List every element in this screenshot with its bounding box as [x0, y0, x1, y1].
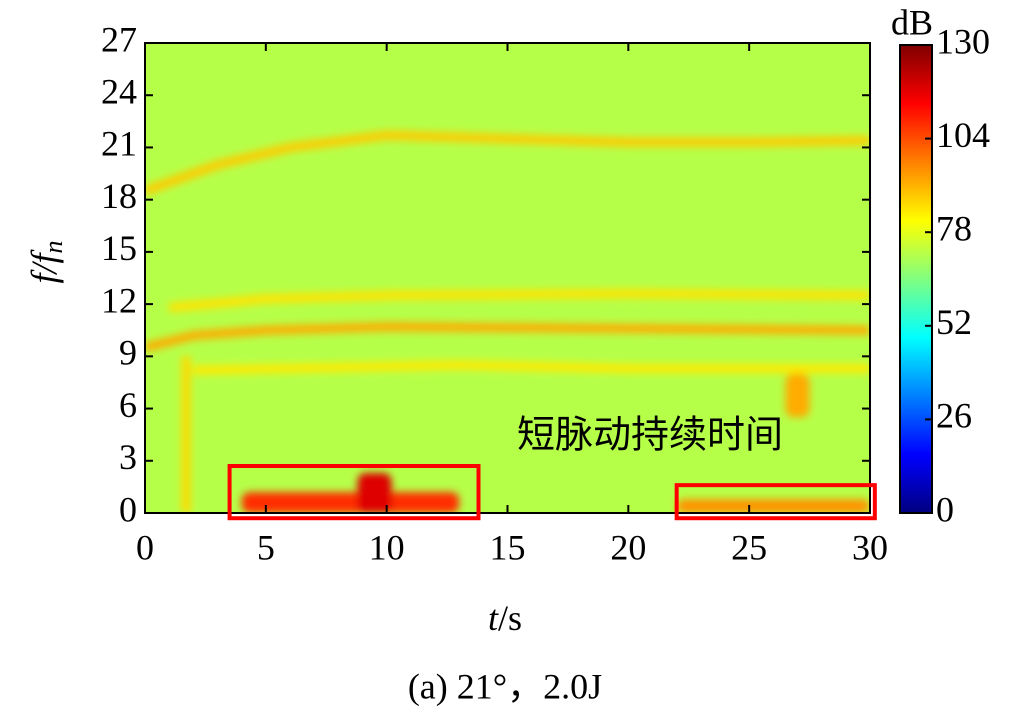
x-tick-label: 20 [610, 527, 646, 567]
colorbar-tick-label: 0 [936, 489, 954, 529]
annotation: 短脉动持续时间 [517, 413, 783, 457]
hotspot [357, 472, 392, 513]
colorbar-tick-label: 78 [936, 208, 972, 248]
spectral-features [145, 130, 870, 513]
ridge [168, 289, 870, 313]
x-label-unit: /s [498, 598, 522, 638]
y-tick-label: 18 [101, 176, 137, 216]
y-tick-label: 0 [119, 489, 137, 529]
x-tick-label: 30 [852, 527, 888, 567]
y-label-sub: n [39, 240, 68, 253]
x-tick-label: 15 [490, 527, 526, 567]
y-tick-label: 12 [101, 280, 137, 320]
highlight-box [227, 464, 481, 521]
caption: (a) 21°，2.0J [408, 666, 602, 706]
overlay: 0 5 10 15 20 25 30 0 3 6 9 12 15 18 21 24 27 0 26 52 78 104 13… [101, 19, 990, 567]
ridge [193, 360, 870, 375]
colorbar-tick-label: 104 [936, 115, 990, 155]
x-tick-label: 5 [257, 527, 275, 567]
x-tick-label: 25 [731, 527, 767, 567]
y-tick-label: 6 [119, 385, 137, 425]
colorbar-tick-label: 130 [936, 21, 990, 61]
y-tick-label: 3 [119, 437, 137, 477]
hotspot [241, 492, 460, 513]
y-axis-label: f/fn [24, 240, 68, 283]
ridge [145, 322, 870, 352]
background [145, 43, 870, 513]
y-tick-label: 24 [101, 71, 137, 111]
colorbar-tick-label: 26 [936, 396, 972, 436]
plot-area [145, 43, 870, 513]
y-tick-label: 15 [101, 228, 137, 268]
y-tick-label: 21 [101, 124, 137, 164]
hotspot [785, 373, 810, 418]
y-label-main: f/f [24, 249, 64, 284]
x-tick-label: 0 [136, 527, 154, 567]
x-tick-label: 10 [369, 527, 405, 567]
x-label-var: t [488, 598, 499, 638]
ridge [145, 130, 870, 196]
colorbar-title: dB [891, 2, 933, 42]
highlight-box [674, 483, 877, 521]
x-axis-label: t/s [488, 598, 522, 638]
colorbar [899, 44, 933, 514]
hotspot [676, 499, 870, 513]
y-tick-label: 9 [119, 333, 137, 373]
y-tick-label: 27 [101, 19, 137, 59]
colorbar-tick-label: 52 [936, 302, 972, 342]
